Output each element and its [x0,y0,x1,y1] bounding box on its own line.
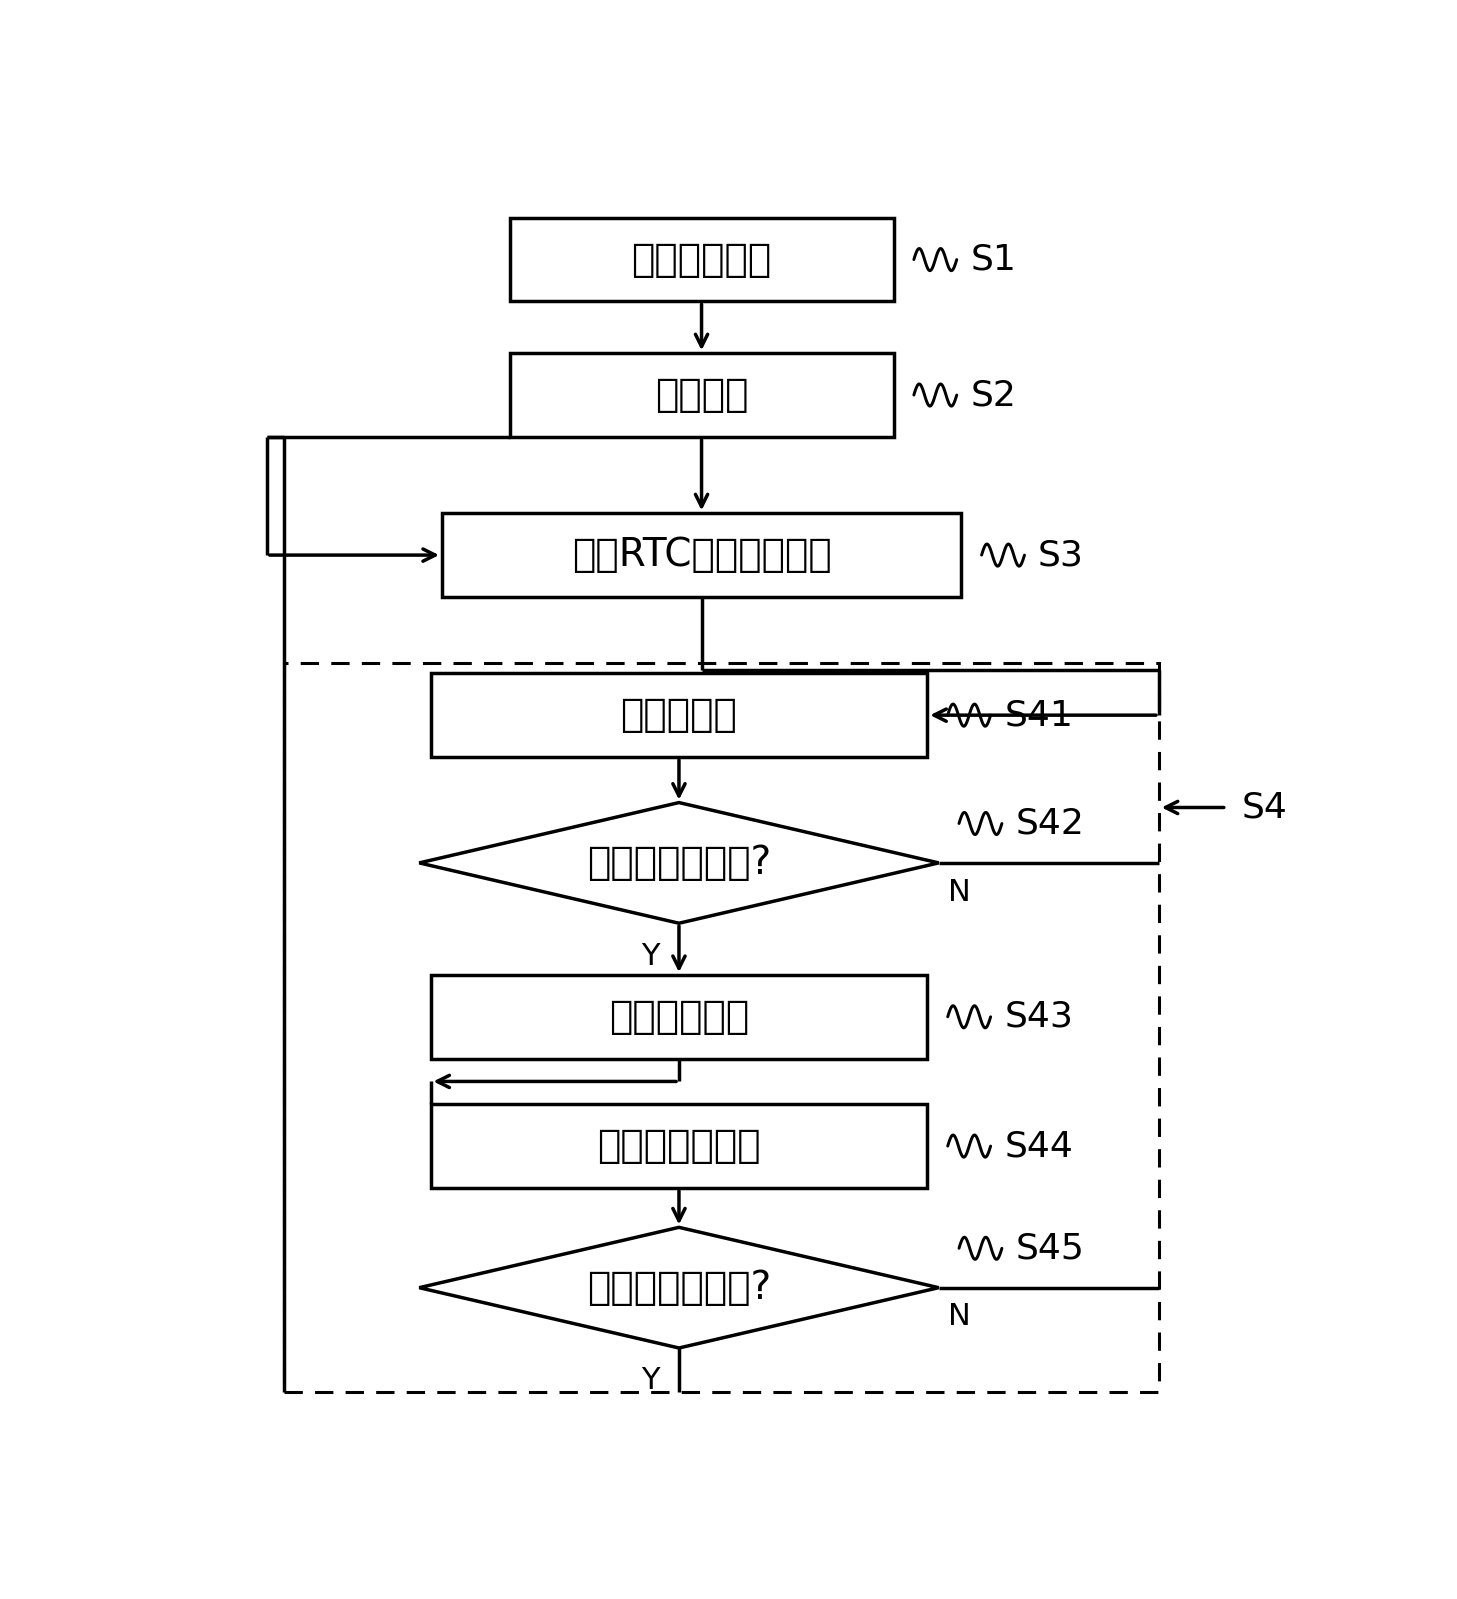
Text: S3: S3 [1037,539,1084,572]
Text: 测量源差: 测量源差 [654,376,749,414]
Text: 相位差在门限内?: 相位差在门限内? [587,844,771,883]
Text: S41: S41 [1004,699,1072,732]
Text: S2: S2 [970,377,1016,413]
Text: 等待授时有效: 等待授时有效 [631,240,772,278]
Text: N: N [947,1303,970,1332]
Polygon shape [420,1228,938,1348]
Text: S1: S1 [970,243,1016,277]
Text: S42: S42 [1016,806,1084,841]
Text: S4: S4 [1241,790,1287,825]
Bar [431,673,927,756]
Text: N: N [947,878,970,907]
Polygon shape [420,803,938,923]
Text: 进行频率校准: 进行频率校准 [609,998,749,1036]
Text: 观测相位差: 观测相位差 [621,696,737,734]
Text: S44: S44 [1004,1129,1072,1162]
Text: Y: Y [641,942,660,971]
Text: 实时观测相位差: 实时观测相位差 [597,1127,761,1166]
Text: S45: S45 [1016,1231,1084,1265]
Text: Y: Y [641,1367,660,1396]
Bar [431,975,927,1059]
Bar [284,664,1158,1393]
Bar [431,1105,927,1188]
Bar [510,353,893,437]
Bar [510,217,893,302]
Text: 测量RTC相位差和频差: 测量RTC相位差和频差 [571,536,832,574]
Bar [441,513,962,596]
Text: 相位差超出门限?: 相位差超出门限? [587,1268,771,1306]
Text: S43: S43 [1004,999,1072,1035]
